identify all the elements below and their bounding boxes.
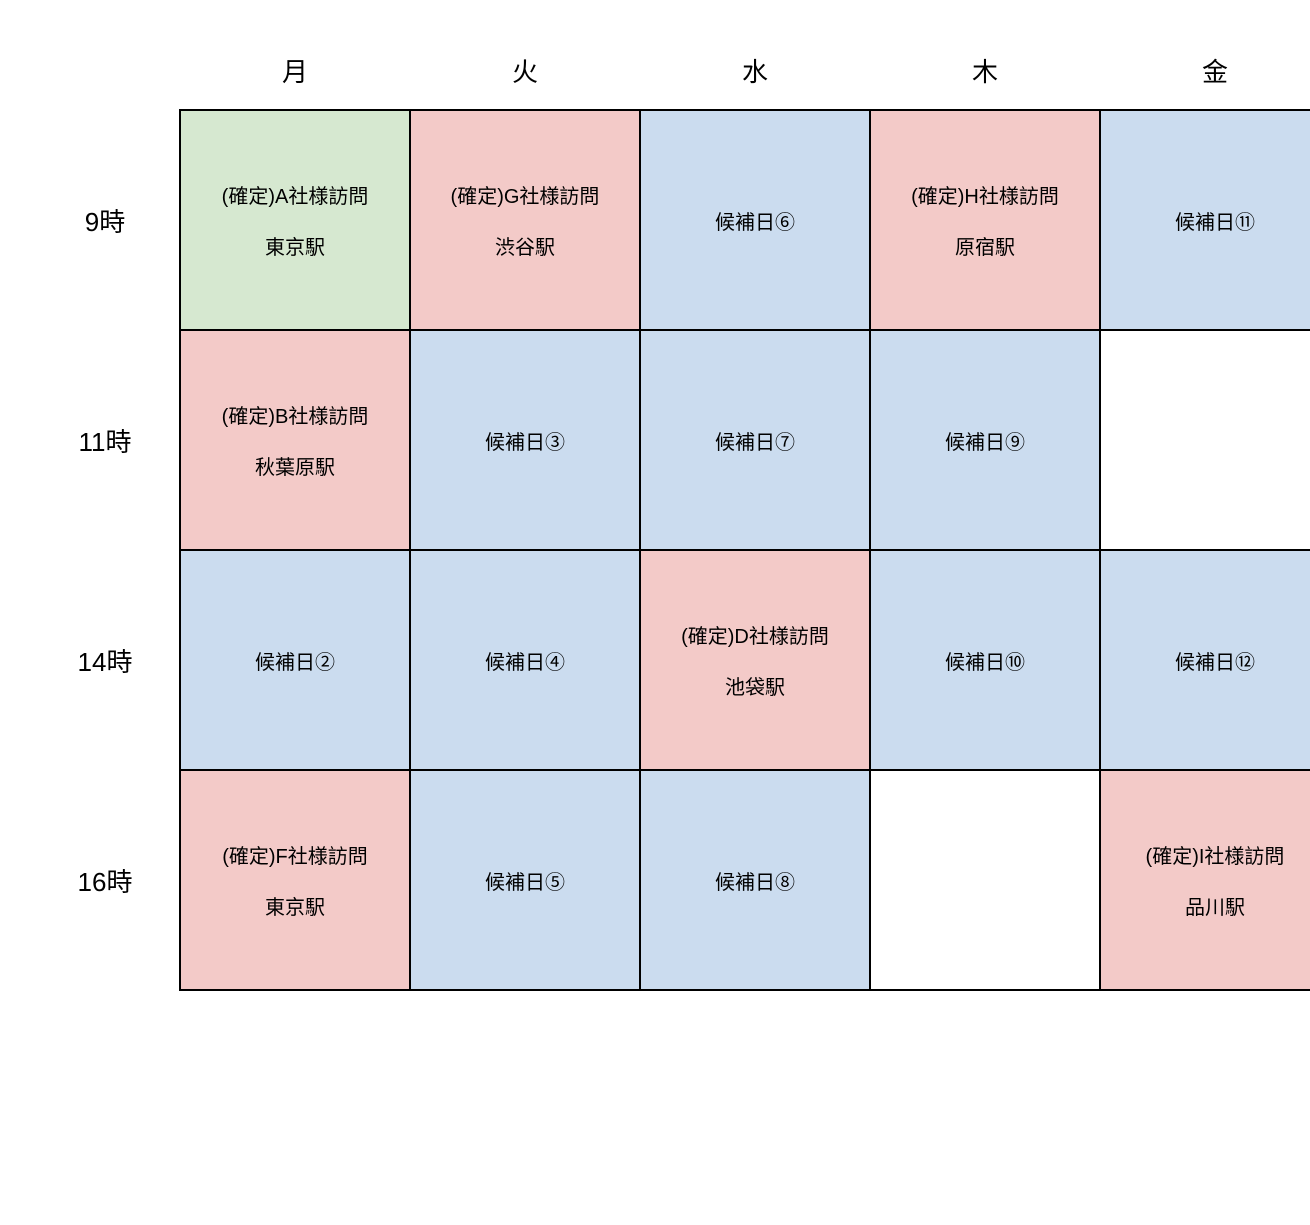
cell-r0-c2: 候補日⑥ (639, 109, 871, 331)
col-header-3: 木 (870, 30, 1100, 110)
cell-line2: 池袋駅 (725, 671, 785, 700)
cell-r1-c2: 候補日⑦ (639, 329, 871, 551)
cell-r2-c0: 候補日② (179, 549, 411, 771)
cell-line1: (確定)F社様訪問 (222, 840, 368, 869)
col-header-1: 火 (410, 30, 640, 110)
cell-line2: 原宿駅 (955, 231, 1015, 260)
cell-label: 候補日⑩ (945, 646, 1025, 675)
col-header-4: 金 (1100, 30, 1310, 110)
cell-line1: (確定)H社様訪問 (911, 180, 1059, 209)
cell-label: 候補日⑧ (715, 866, 795, 895)
cell-line2: 渋谷駅 (495, 231, 555, 260)
cell-label: 候補日③ (485, 426, 565, 455)
col-header-0: 月 (180, 30, 410, 110)
cell-r2-c1: 候補日④ (409, 549, 641, 771)
cell-label: 候補日⑦ (715, 426, 795, 455)
cell-label: 候補日⑨ (945, 426, 1025, 455)
cell-line2: 東京駅 (265, 891, 325, 920)
row-header-3: 16時 (30, 770, 180, 990)
cell-line2: 秋葉原駅 (255, 451, 335, 480)
cell-r1-c4 (1099, 329, 1310, 551)
row-header-2: 14時 (30, 550, 180, 770)
cell-r2-c3: 候補日⑩ (869, 549, 1101, 771)
cell-r3-c0: (確定)F社様訪問東京駅 (179, 769, 411, 991)
cell-label: 候補日⑤ (485, 866, 565, 895)
cell-line2: 東京駅 (265, 231, 325, 260)
cell-line1: (確定)D社様訪問 (681, 620, 829, 649)
cell-r0-c4: 候補日⑪ (1099, 109, 1310, 331)
col-header-2: 水 (640, 30, 870, 110)
cell-label: 候補日⑥ (715, 206, 795, 235)
cell-line1: (確定)B社様訪問 (222, 400, 369, 429)
cell-line1: (確定)G社様訪問 (451, 180, 600, 209)
cell-r0-c1: (確定)G社様訪問渋谷駅 (409, 109, 641, 331)
row-header-0: 9時 (30, 110, 180, 330)
cell-label: 候補日⑪ (1175, 206, 1255, 235)
cell-r0-c3: (確定)H社様訪問原宿駅 (869, 109, 1101, 331)
cell-r1-c1: 候補日③ (409, 329, 641, 551)
schedule-grid: 月火水木金9時(確定)A社様訪問東京駅(確定)G社様訪問渋谷駅候補日⑥(確定)H… (30, 30, 1280, 990)
cell-line2: 品川駅 (1185, 891, 1245, 920)
cell-label: 候補日④ (485, 646, 565, 675)
cell-r0-c0: (確定)A社様訪問東京駅 (179, 109, 411, 331)
cell-label: 候補日② (255, 646, 335, 675)
cell-r2-c4: 候補日⑫ (1099, 549, 1310, 771)
row-header-1: 11時 (30, 330, 180, 550)
cell-r3-c3 (869, 769, 1101, 991)
cell-line1: (確定)I社様訪問 (1146, 840, 1285, 869)
cell-label: 候補日⑫ (1175, 646, 1255, 675)
cell-r1-c3: 候補日⑨ (869, 329, 1101, 551)
cell-line1: (確定)A社様訪問 (222, 180, 369, 209)
cell-r3-c4: (確定)I社様訪問品川駅 (1099, 769, 1310, 991)
cell-r3-c1: 候補日⑤ (409, 769, 641, 991)
cell-r2-c2: (確定)D社様訪問池袋駅 (639, 549, 871, 771)
corner-cell (30, 30, 180, 110)
cell-r1-c0: (確定)B社様訪問秋葉原駅 (179, 329, 411, 551)
cell-r3-c2: 候補日⑧ (639, 769, 871, 991)
